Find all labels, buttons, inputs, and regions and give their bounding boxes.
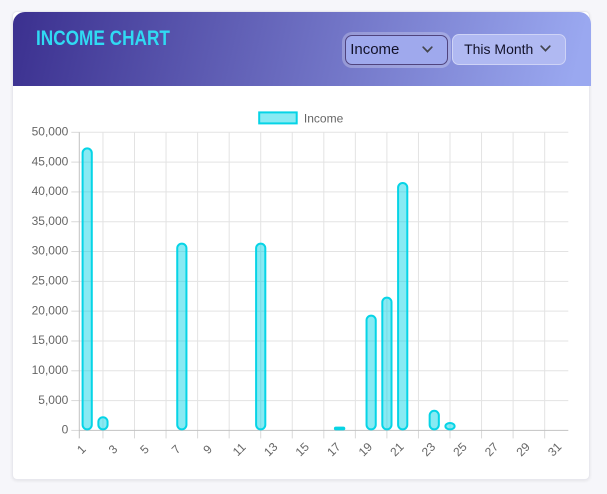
- svg-text:3: 3: [106, 442, 121, 457]
- svg-text:5: 5: [137, 442, 152, 457]
- svg-text:50,000: 50,000: [32, 125, 69, 139]
- svg-text:10,000: 10,000: [32, 363, 69, 377]
- svg-text:31: 31: [545, 440, 565, 460]
- svg-text:27: 27: [482, 440, 502, 460]
- svg-text:17: 17: [324, 440, 344, 460]
- svg-text:11: 11: [230, 440, 249, 459]
- svg-text:15: 15: [293, 440, 313, 460]
- svg-text:7: 7: [169, 442, 184, 457]
- svg-text:5,000: 5,000: [38, 393, 68, 407]
- svg-text:Income: Income: [304, 111, 344, 125]
- svg-text:13: 13: [261, 440, 281, 460]
- svg-text:20,000: 20,000: [32, 303, 69, 317]
- svg-text:23: 23: [419, 440, 439, 460]
- svg-text:0: 0: [62, 423, 69, 437]
- svg-text:30,000: 30,000: [32, 244, 69, 258]
- svg-text:45,000: 45,000: [32, 154, 69, 168]
- svg-text:25,000: 25,000: [32, 274, 69, 288]
- svg-text:9: 9: [200, 442, 215, 457]
- svg-text:40,000: 40,000: [32, 184, 69, 198]
- svg-text:15,000: 15,000: [32, 333, 69, 347]
- svg-text:29: 29: [513, 440, 533, 460]
- svg-text:1: 1: [74, 442, 89, 457]
- svg-text:25: 25: [450, 440, 470, 460]
- svg-text:19: 19: [356, 440, 376, 460]
- svg-text:35,000: 35,000: [32, 214, 69, 228]
- svg-text:21: 21: [387, 440, 407, 460]
